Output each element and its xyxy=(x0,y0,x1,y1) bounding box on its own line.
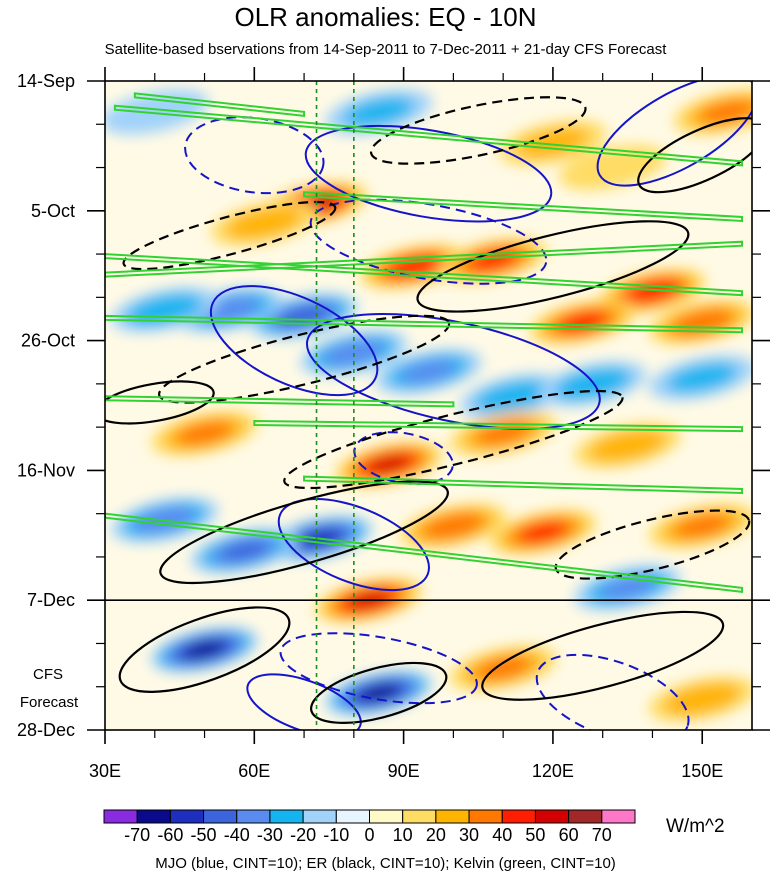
mjo-contour xyxy=(535,653,690,730)
anomaly-blob xyxy=(589,429,667,462)
colorbar: -70 -60 -50 -40 -30 -20 -10 0 10 20 30 40 50 60 70 xyxy=(103,809,636,845)
anomaly-blob xyxy=(368,455,410,473)
colorbar-swatch xyxy=(369,809,404,824)
colorbar-label: 30 xyxy=(459,825,479,845)
chart-title: OLR anomalies: EQ - 10N xyxy=(234,2,537,32)
colorbar-unit: W/m^2 xyxy=(666,816,725,837)
er-contour xyxy=(283,389,624,490)
er-contour xyxy=(637,117,752,194)
colorbar-swatch xyxy=(568,809,603,824)
colorbar-label: 50 xyxy=(525,825,545,845)
anomaly-blob xyxy=(559,312,607,332)
kelvin-contour xyxy=(105,240,744,278)
er-contour xyxy=(159,480,449,585)
contour-legend-text: MJO (blue, CINT=10); ER (black, CINT=10)… xyxy=(155,855,616,872)
mjo-contour xyxy=(596,81,752,187)
anomaly-blob xyxy=(185,641,224,658)
colorbar-swatch xyxy=(203,809,238,824)
colorbar-swatch xyxy=(302,809,337,824)
er-contour xyxy=(105,380,215,425)
kelvin-contour xyxy=(113,104,744,167)
colorbar-label: -60 xyxy=(157,825,183,845)
colorbar-label: -40 xyxy=(224,825,250,845)
anomaly-blob xyxy=(666,362,738,393)
colorbar-label: 40 xyxy=(492,825,512,845)
colorbar-label: 0 xyxy=(364,825,374,845)
x-tick-label: 30E xyxy=(89,761,121,781)
colorbar-swatch xyxy=(169,809,205,824)
plot-frame xyxy=(104,80,753,731)
mjo-contour xyxy=(209,285,379,397)
er-contour xyxy=(481,610,725,701)
colorbar-swatch xyxy=(435,809,470,824)
anomaly-blob xyxy=(360,685,398,701)
colorbar-swatch xyxy=(468,809,503,824)
kelvin-contour xyxy=(253,419,744,433)
kelvin-contour xyxy=(105,512,744,593)
kelvin-contour xyxy=(133,92,306,118)
anomaly-blob xyxy=(422,513,485,539)
er-contour xyxy=(416,220,690,313)
colorbar-label: 20 xyxy=(426,825,446,845)
anomaly-blob xyxy=(221,541,268,561)
chart-subtitle: Satellite-based bservations from 14-Sep-… xyxy=(104,41,667,58)
y-tick-label: 14-Sep xyxy=(17,71,75,91)
mjo-contour xyxy=(246,673,362,730)
mjo-contour xyxy=(277,498,430,592)
er-contour xyxy=(122,200,337,271)
cfs-label: CFS xyxy=(33,666,63,683)
kelvin-contour xyxy=(105,253,744,297)
er-contour xyxy=(310,661,448,724)
colorbar-label: -10 xyxy=(323,825,349,845)
er-contour xyxy=(554,509,751,580)
colorbar-swatch xyxy=(136,809,171,824)
x-tick-label: 150E xyxy=(681,761,723,781)
colorbar-label: -20 xyxy=(290,825,316,845)
mjo-contour xyxy=(304,124,553,223)
colorbar-label: -30 xyxy=(257,825,283,845)
colorbar-label: 70 xyxy=(592,825,612,845)
y-tick-label: 28-Dec xyxy=(17,720,75,740)
er-contour xyxy=(118,606,291,693)
y-tick-label: 26-Oct xyxy=(21,331,75,351)
colorbar-label: 60 xyxy=(559,825,579,845)
y-tick-label: 7-Dec xyxy=(27,590,75,610)
wave-contours xyxy=(105,81,752,730)
forecast-label: Forecast xyxy=(19,694,79,711)
colorbar-label: -70 xyxy=(124,825,150,845)
colorbar-label: 10 xyxy=(393,825,413,845)
x-tick-label: 90E xyxy=(388,761,420,781)
anomaly-blob xyxy=(343,97,415,127)
x-tick-label: 120E xyxy=(532,761,574,781)
colorbar-swatch xyxy=(402,809,437,824)
anomaly-blob xyxy=(176,421,233,445)
anomaly-blob xyxy=(663,683,741,716)
kelvin-contour xyxy=(303,191,744,223)
colorbar-swatch xyxy=(601,809,636,824)
colorbar-swatch xyxy=(103,809,138,824)
kelvin-contour xyxy=(303,475,744,494)
mjo-contour xyxy=(279,632,478,705)
colorbar-label: -50 xyxy=(191,825,217,845)
y-tick-label: 5-Oct xyxy=(31,201,75,221)
colorbar-swatch xyxy=(335,809,370,824)
anomaly-blob xyxy=(519,522,567,542)
mjo-contour xyxy=(309,198,548,285)
plot-axes: 14-Sep 5-Oct 26-Oct 16-Nov 7-Dec 28-Dec 30E 60E… xyxy=(17,67,770,781)
kelvin-contour xyxy=(105,314,744,334)
kelvin-contour xyxy=(105,395,455,408)
anomaly-blob xyxy=(400,359,457,384)
anomaly-blob xyxy=(674,514,730,538)
anomaly-blob xyxy=(599,576,656,600)
colorbar-swatch xyxy=(236,809,271,824)
anomaly-blob xyxy=(105,89,209,135)
er-contour xyxy=(369,96,587,165)
colorbar-swatch xyxy=(269,809,304,824)
colorbar-swatch xyxy=(501,809,536,824)
colorbar-swatch xyxy=(534,809,570,824)
y-tick-label: 16-Nov xyxy=(17,460,75,480)
anomaly-blob xyxy=(225,207,303,240)
x-tick-label: 60E xyxy=(238,761,270,781)
